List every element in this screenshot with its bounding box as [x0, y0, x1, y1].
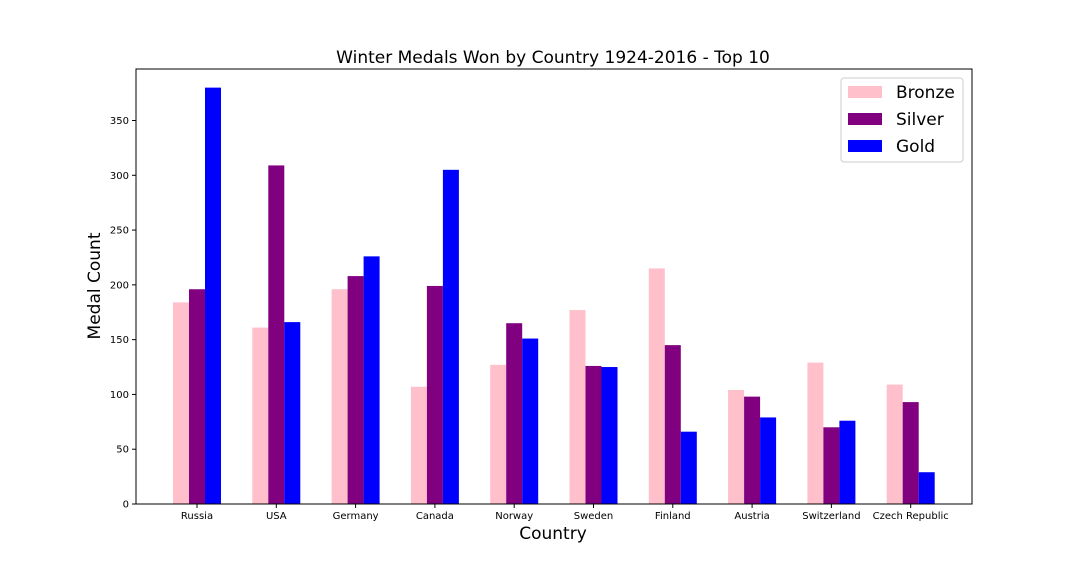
x-tick-label: Czech Republic: [873, 511, 949, 522]
bar-silver-finland: [664, 345, 681, 504]
y-axis: 0 50 100 150 200 250 300 350: [110, 116, 136, 511]
legend-label-silver: Silver: [896, 110, 944, 130]
bar-bronze-germany: [331, 289, 348, 504]
y-tick-label: 300: [110, 171, 129, 182]
bar-gold-russia: [205, 87, 221, 505]
bar-gold-czech-republic: [918, 472, 935, 504]
bar-bronze-czech-republic: [886, 384, 903, 504]
bar-bronze-usa: [252, 327, 269, 504]
y-tick-label: 150: [110, 335, 129, 346]
legend-swatch-bronze: [848, 86, 882, 98]
y-tick-label: 200: [110, 280, 129, 291]
bar-gold-sweden: [601, 367, 618, 504]
x-tick-label: Norway: [495, 511, 533, 522]
legend-label-gold: Gold: [896, 137, 935, 157]
bar-silver-switzerland: [823, 427, 840, 504]
chart-title: Winter Medals Won by Country 1924-2016 -…: [336, 48, 770, 68]
bar-silver-sweden: [585, 365, 602, 504]
bar-silver-czech-republic: [902, 402, 919, 504]
bar-silver-austria: [744, 396, 761, 504]
x-tick-label: USA: [266, 511, 287, 522]
bar-gold-austria: [760, 417, 777, 504]
bar-gold-norway: [522, 338, 539, 504]
legend-label-bronze: Bronze: [896, 83, 955, 103]
bar-bronze-sweden: [569, 310, 586, 504]
bar-bronze-canada: [410, 386, 427, 504]
x-tick-label: Finland: [655, 511, 691, 522]
y-tick-label: 100: [110, 390, 129, 401]
x-tick-label: Canada: [416, 511, 454, 522]
y-tick-label: 250: [110, 226, 129, 237]
x-tick-label: Russia: [181, 511, 213, 522]
x-tick-label: Germany: [333, 511, 379, 522]
y-axis-title: Medal Count: [85, 232, 105, 339]
bar-bronze-switzerland: [807, 362, 824, 504]
bar-bronze-norway: [490, 364, 507, 504]
bar-bronze-russia: [173, 302, 189, 504]
bar-gold-finland: [680, 431, 697, 504]
legend-swatch-silver: [848, 113, 882, 125]
x-tick-label: Switzerland: [802, 511, 860, 522]
bar-gold-germany: [363, 256, 380, 504]
legend: Bronze Silver Gold: [840, 77, 964, 163]
x-tick-label: Sweden: [574, 511, 614, 522]
bar-silver-canada: [426, 285, 443, 504]
plot-area: [135, 68, 973, 505]
bar-bronze-austria: [728, 390, 745, 504]
bar-gold-usa: [284, 322, 301, 504]
x-tick-label: Austria: [734, 511, 769, 522]
bar-gold-canada: [442, 169, 459, 505]
y-tick-label: 350: [110, 116, 129, 127]
bars-layer: [173, 87, 935, 505]
legend-swatch-gold: [848, 140, 882, 152]
bar-silver-russia: [189, 289, 205, 504]
y-tick-label: 50: [116, 445, 129, 456]
x-axis-title: Country: [519, 524, 587, 544]
bar-gold-switzerland: [839, 420, 856, 504]
bar-silver-germany: [347, 276, 364, 504]
bar-silver-usa: [268, 165, 285, 505]
bar-bronze-finland: [648, 268, 665, 504]
y-tick-label: 0: [123, 500, 129, 511]
bar-silver-norway: [506, 323, 523, 504]
x-axis: Russia USA Germany Canada Norway Sweden Finlan…: [181, 504, 949, 522]
